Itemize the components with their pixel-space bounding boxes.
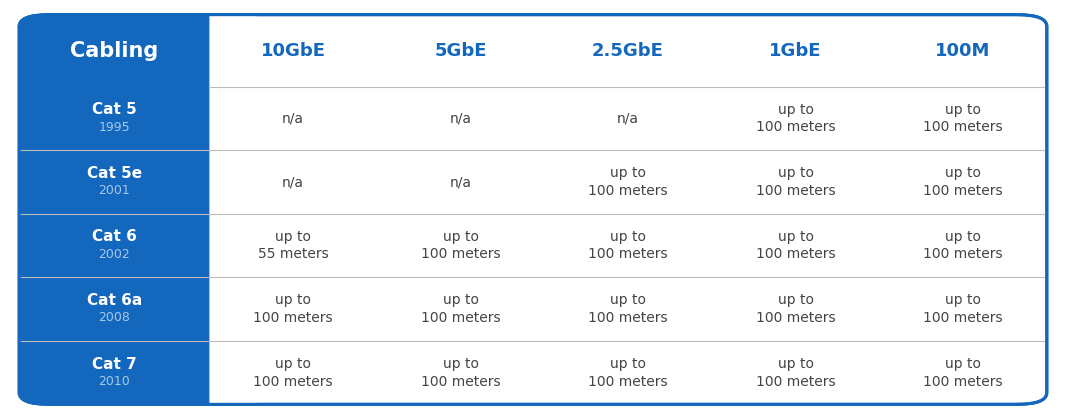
- Text: 2.5GbE: 2.5GbE: [592, 42, 664, 60]
- Text: Cat 6: Cat 6: [92, 230, 136, 244]
- Text: n/a: n/a: [617, 111, 639, 126]
- Text: 2008: 2008: [98, 311, 130, 324]
- Text: 1GbE: 1GbE: [770, 42, 822, 60]
- Text: n/a: n/a: [450, 111, 471, 126]
- Text: 10GbE: 10GbE: [260, 42, 325, 60]
- Text: Cat 5e: Cat 5e: [86, 166, 142, 181]
- Text: Cat 6a: Cat 6a: [86, 293, 142, 308]
- Text: up to
100 meters: up to 100 meters: [756, 230, 836, 261]
- Text: Cat 7: Cat 7: [92, 357, 136, 372]
- Text: up to
100 meters: up to 100 meters: [923, 230, 1003, 261]
- Text: up to
100 meters: up to 100 meters: [588, 230, 668, 261]
- Text: 2010: 2010: [98, 375, 130, 388]
- Text: n/a: n/a: [282, 111, 304, 126]
- Text: up to
100 meters: up to 100 meters: [756, 103, 836, 134]
- Text: up to
100 meters: up to 100 meters: [923, 103, 1003, 134]
- Text: 100M: 100M: [935, 42, 990, 60]
- Text: 1995: 1995: [98, 121, 130, 134]
- FancyBboxPatch shape: [19, 15, 1047, 404]
- Text: up to
100 meters: up to 100 meters: [756, 357, 836, 388]
- Text: n/a: n/a: [450, 175, 471, 189]
- Text: 5GbE: 5GbE: [434, 42, 487, 60]
- Text: up to
100 meters: up to 100 meters: [254, 293, 333, 325]
- Text: up to
100 meters: up to 100 meters: [923, 293, 1003, 325]
- Text: n/a: n/a: [282, 175, 304, 189]
- Text: up to
100 meters: up to 100 meters: [923, 357, 1003, 388]
- Text: up to
100 meters: up to 100 meters: [923, 166, 1003, 198]
- Text: up to
100 meters: up to 100 meters: [588, 293, 668, 325]
- Bar: [209, 15, 257, 404]
- Text: up to
100 meters: up to 100 meters: [421, 230, 500, 261]
- FancyBboxPatch shape: [19, 15, 254, 404]
- Text: up to
100 meters: up to 100 meters: [756, 166, 836, 198]
- Text: up to
55 meters: up to 55 meters: [258, 230, 328, 261]
- Text: Cat 5: Cat 5: [92, 102, 136, 117]
- Text: up to
100 meters: up to 100 meters: [588, 357, 668, 388]
- Text: up to
100 meters: up to 100 meters: [254, 357, 333, 388]
- Text: Cabling: Cabling: [70, 41, 159, 61]
- Text: up to
100 meters: up to 100 meters: [421, 293, 500, 325]
- Text: 2002: 2002: [98, 248, 130, 261]
- Text: up to
100 meters: up to 100 meters: [588, 166, 668, 198]
- Text: up to
100 meters: up to 100 meters: [421, 357, 500, 388]
- Text: up to
100 meters: up to 100 meters: [756, 293, 836, 325]
- Text: 2001: 2001: [98, 184, 130, 197]
